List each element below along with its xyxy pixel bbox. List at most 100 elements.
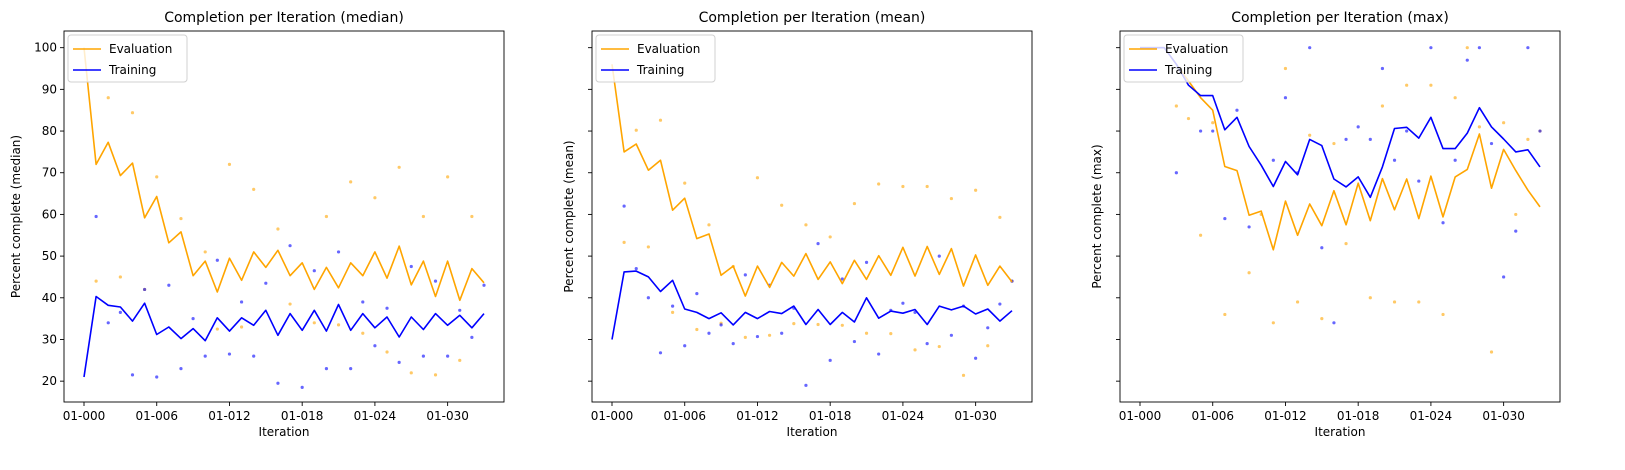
x-axis-label: Iteration [259,425,310,439]
scatter-point-evaluation [683,181,687,185]
scatter-point-training [683,344,687,348]
scatter-point-training [482,283,486,287]
scatter-point-evaluation [1405,83,1409,87]
y-tick-label: 70 [42,166,57,180]
scatter-point-evaluation [1380,104,1385,108]
x-tick-label: 01-030 [426,409,469,423]
scatter-point-training [106,321,110,325]
scatter-point-evaluation [215,327,219,331]
scatter-point-training [974,356,978,360]
scatter-point-training [1308,46,1312,50]
scatter-point-training [986,326,990,330]
scatter-point-training [1320,246,1324,250]
x-tick-label: 01-000 [591,409,634,423]
scatter-point-training [901,301,905,305]
scatter-point-training [130,373,135,377]
scatter-point-evaluation [852,201,857,206]
scatter-point-evaluation [864,331,869,335]
scatter-point-training [1502,275,1506,279]
scatter-point-training [324,367,329,371]
x-tick-label: 01-024 [354,409,397,423]
scatter-point-evaluation [397,165,401,169]
x-tick-label: 01-006 [135,409,178,423]
scatter-point-evaluation [707,223,711,227]
scatter-point-evaluation [634,128,638,132]
x-tick-label: 01-006 [663,409,706,423]
scatter-point-evaluation [743,335,747,339]
scatter-point-evaluation [622,240,626,244]
scatter-point-evaluation [1441,312,1445,317]
scatter-point-training [828,358,832,362]
scatter-point-training [179,367,183,371]
scatter-point-training [300,385,304,390]
scatter-point-training [1356,125,1360,129]
scatter-point-evaluation [155,175,159,179]
scatter-point-evaluation [1429,83,1433,87]
scatter-point-evaluation [385,350,389,354]
plot-frame [63,30,505,403]
scatter-point-evaluation [998,215,1002,219]
scatter-point-training [421,354,425,358]
scatter-point-training [707,331,711,335]
scatter-point-evaluation [1223,312,1227,317]
y-tick-label: 40 [42,291,57,305]
scatter-point-evaluation [1174,104,1178,108]
scatter-point-evaluation [288,302,292,306]
scatter-point-evaluation [203,250,207,254]
scatter-point-training [1392,158,1397,162]
scatter-point-evaluation [913,348,917,352]
x-tick-label: 01-024 [1410,409,1453,423]
scatter-point-training [816,241,820,246]
scatter-point-evaluation [767,333,772,337]
scatter-point-evaluation [816,322,820,327]
scatter-point-evaluation [1308,133,1312,137]
scatter-point-evaluation [1186,116,1191,121]
scatter-point-training [1247,225,1251,229]
scatter-point-evaluation [179,216,183,221]
scatter-point-training [1223,216,1227,221]
scatter-point-evaluation [1368,296,1372,300]
scatter-point-evaluation [1526,137,1530,141]
scatter-point-training [203,354,207,358]
series-line-evaluation [1140,46,1541,251]
scatter-point-evaluation [949,196,953,201]
scatter-point-training [446,354,450,358]
scatter-point-evaluation [94,279,98,283]
series-line-evaluation [83,47,485,302]
scatter-point-evaluation [373,196,377,200]
scatter-point-training [264,281,268,285]
scatter-point-evaluation [336,323,341,327]
scatter-point-training [1283,96,1288,100]
x-tick-label: 01-018 [1337,409,1380,423]
scatter-point-evaluation [324,214,329,219]
legend-label-evaluation: Evaluation [109,42,172,56]
scatter-point-evaluation [361,331,365,335]
scatter-point-evaluation [421,214,425,219]
scatter-point-training [349,367,353,371]
legend: Evaluation Training [1123,34,1244,83]
scatter-point-evaluation [986,344,990,348]
scatter-point-training [1405,129,1409,133]
scatter-point-evaluation [470,214,474,219]
scatter-point-training [852,339,857,344]
x-tick-label: 01-012 [208,409,251,423]
scatter-point-training [658,351,663,355]
scatter-point-training [239,300,244,304]
scatter-point-training [1489,141,1494,146]
scatter-point-training [470,335,474,339]
scatter-point-evaluation [349,180,353,184]
scatter-point-evaluation [409,371,413,375]
scatter-point-evaluation [792,322,796,326]
x-tick-label: 01-000 [63,409,106,423]
scatter-point-evaluation [1332,141,1336,146]
scatter-point-training [458,308,462,312]
scatter-point-training [385,306,389,310]
scatter-point-training [622,204,626,208]
scatter-point-training [1417,179,1421,183]
plot-frame [1119,30,1561,403]
scatter-point-evaluation [889,332,893,336]
x-tick-label: 01-000 [1119,409,1162,423]
x-tick-label: 01-006 [1191,409,1234,423]
scatter-point-training [1235,108,1239,112]
